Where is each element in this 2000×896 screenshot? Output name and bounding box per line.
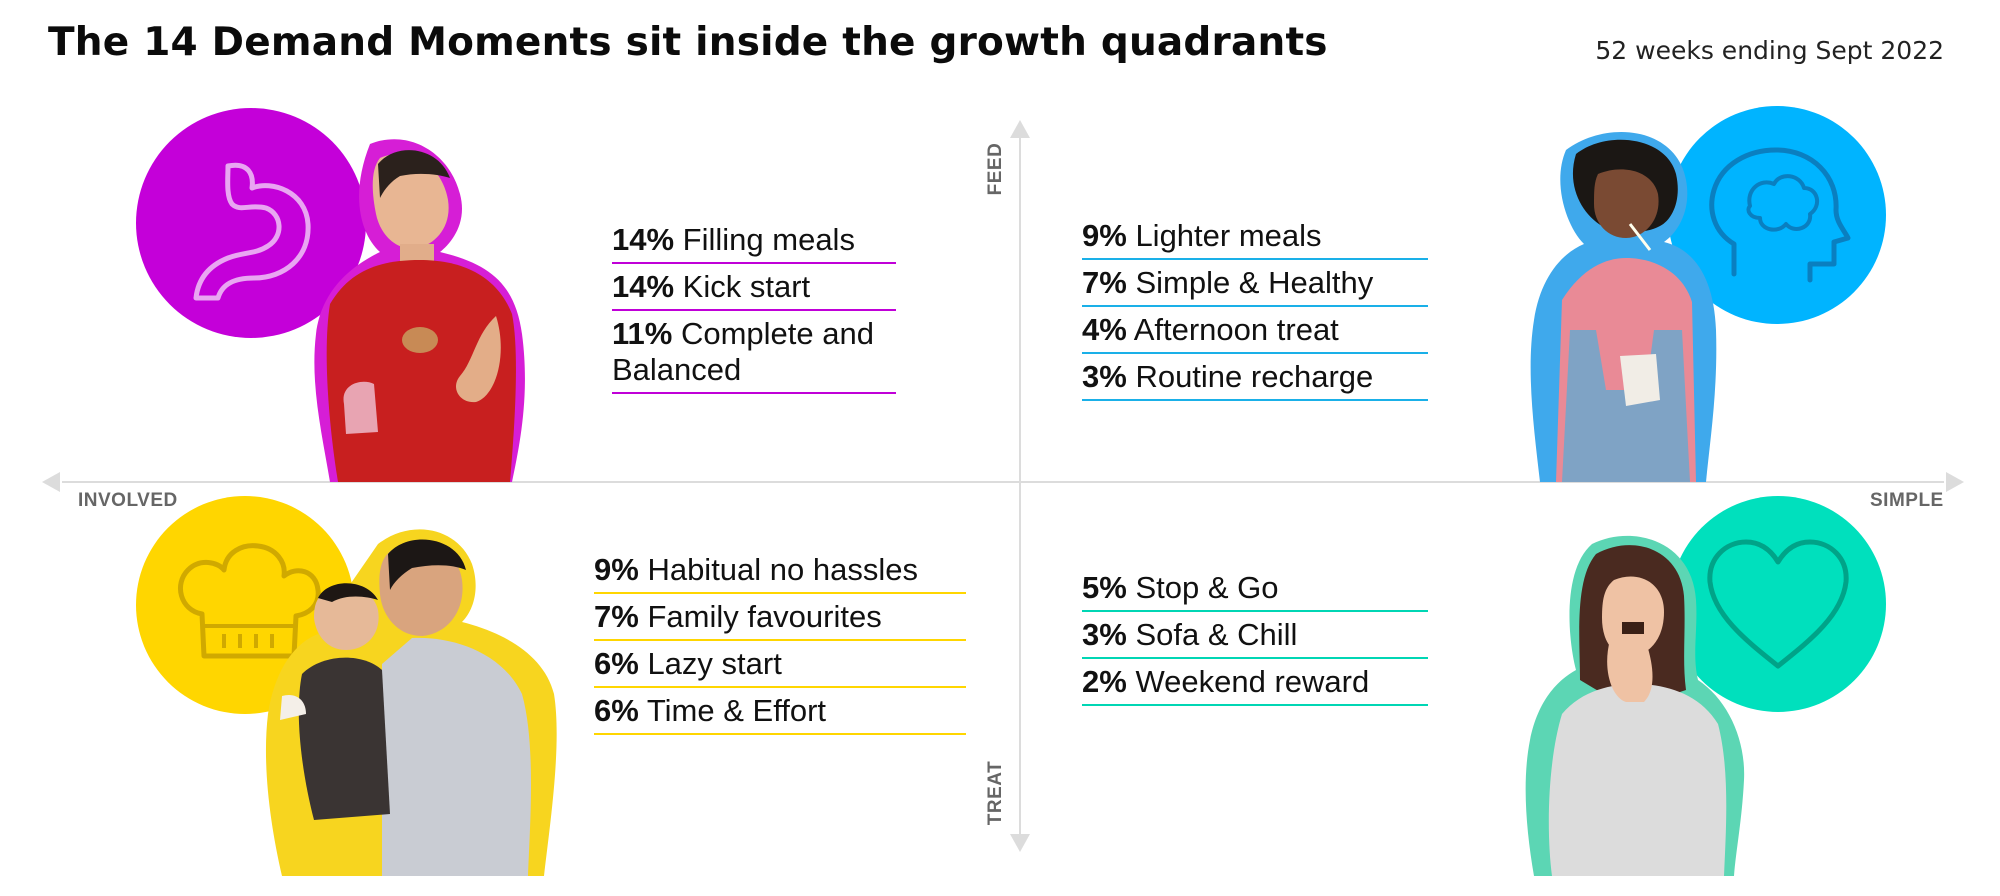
list-item: 6% Time & Effort	[594, 693, 966, 735]
axis-label-feed: FEED	[985, 142, 1006, 196]
demand-list-bottom-left: 9% Habitual no hassles 7% Family favouri…	[594, 552, 966, 740]
list-item: 9% Habitual no hassles	[594, 552, 966, 594]
brain-icon	[1709, 147, 1851, 283]
list-item: 6% Lazy start	[594, 646, 966, 688]
list-item: 14% Kick start	[612, 269, 896, 311]
list-item: 2% Weekend reward	[1082, 664, 1428, 706]
axis-label-treat: TREAT	[985, 760, 1006, 826]
quadrant-circle-teal	[1670, 496, 1886, 712]
list-item: Balanced	[612, 352, 896, 394]
axis-label-simple: SIMPLE	[1870, 490, 1944, 511]
list-item: 7% Family favourites	[594, 599, 966, 641]
woman-eating-chocolate-photo	[1525, 535, 1745, 876]
heart-icon	[1707, 539, 1849, 669]
list-item: 5% Stop & Go	[1082, 570, 1428, 612]
chef-hat-icon	[178, 543, 321, 659]
axis-arrow-top	[1010, 120, 1030, 138]
page-title: The 14 Demand Moments sit inside the gro…	[48, 20, 1328, 65]
list-item: 7% Simple & Healthy	[1082, 265, 1428, 307]
axis-label-involved: INVOLVED	[78, 490, 178, 511]
father-and-daughter-photo	[265, 529, 557, 876]
man-with-mug-photo	[314, 139, 525, 482]
axis-arrow-bottom	[1010, 834, 1030, 852]
demand-list-top-right: 9% Lighter meals 7% Simple & Healthy 4% …	[1082, 218, 1428, 406]
list-item: 9% Lighter meals	[1082, 218, 1428, 260]
period-label: 52 weeks ending Sept 2022	[1595, 36, 1944, 65]
list-item: 14% Filling meals	[612, 222, 896, 264]
list-item: 11% Complete and	[612, 316, 874, 351]
axis-arrow-right	[1946, 472, 1964, 492]
axis-arrow-left	[42, 472, 60, 492]
stomach-icon	[193, 162, 311, 301]
list-item: 3% Sofa & Chill	[1082, 617, 1428, 659]
demand-list-top-left: 14% Filling meals 14% Kick start 11% Com…	[612, 222, 896, 399]
demand-list-bottom-right: 5% Stop & Go 3% Sofa & Chill 2% Weekend …	[1082, 570, 1428, 711]
list-item: 3% Routine recharge	[1082, 359, 1428, 401]
list-item: 4% Afternoon treat	[1082, 312, 1428, 354]
woman-eating-photo	[1530, 132, 1717, 482]
